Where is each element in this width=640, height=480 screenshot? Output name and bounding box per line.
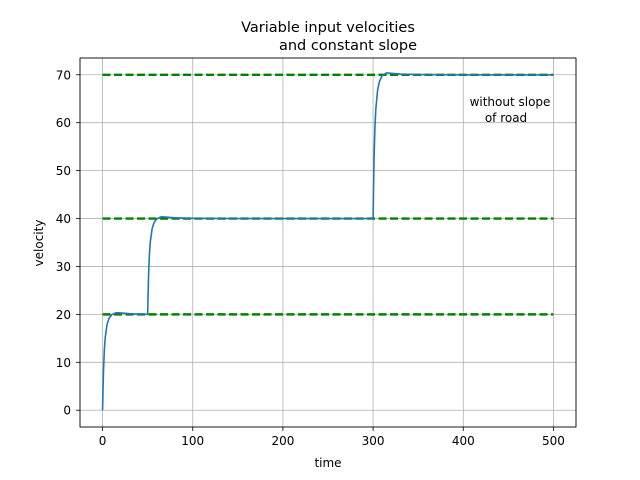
- x-tick-label: 200: [271, 434, 294, 448]
- x-tick-label: 0: [99, 434, 107, 448]
- y-tick-label: 0: [63, 404, 71, 418]
- y-tick-label: 10: [56, 356, 71, 370]
- y-axis-ticks: 0 10 20 30 40 50 60 70: [56, 68, 80, 418]
- chart-title-line-1: Variable input velocities: [241, 20, 415, 36]
- x-axis-label: time: [314, 456, 341, 470]
- series-layer: [101, 72, 554, 411]
- x-tick-label: 300: [362, 434, 385, 448]
- y-axis-label: velocity: [32, 220, 46, 267]
- y-tick-label: 60: [56, 116, 71, 130]
- x-tick-label: 500: [542, 434, 565, 448]
- velocity-series-line: [101, 72, 554, 411]
- annotation-line-2: of road: [485, 111, 527, 125]
- chart-title-line-2: and constant slope: [279, 38, 417, 54]
- y-tick-label: 20: [56, 308, 71, 322]
- y-tick-label: 40: [56, 212, 71, 226]
- y-tick-label: 30: [56, 260, 71, 274]
- annotation-line-1: without slope: [470, 95, 551, 109]
- y-tick-label: 70: [56, 68, 71, 82]
- x-tick-label: 100: [181, 434, 204, 448]
- plot-frame: [79, 57, 577, 428]
- y-tick-label: 50: [56, 164, 71, 178]
- x-axis-ticks: 0 100 200 300 400 500: [99, 427, 565, 448]
- x-tick-label: 400: [452, 434, 475, 448]
